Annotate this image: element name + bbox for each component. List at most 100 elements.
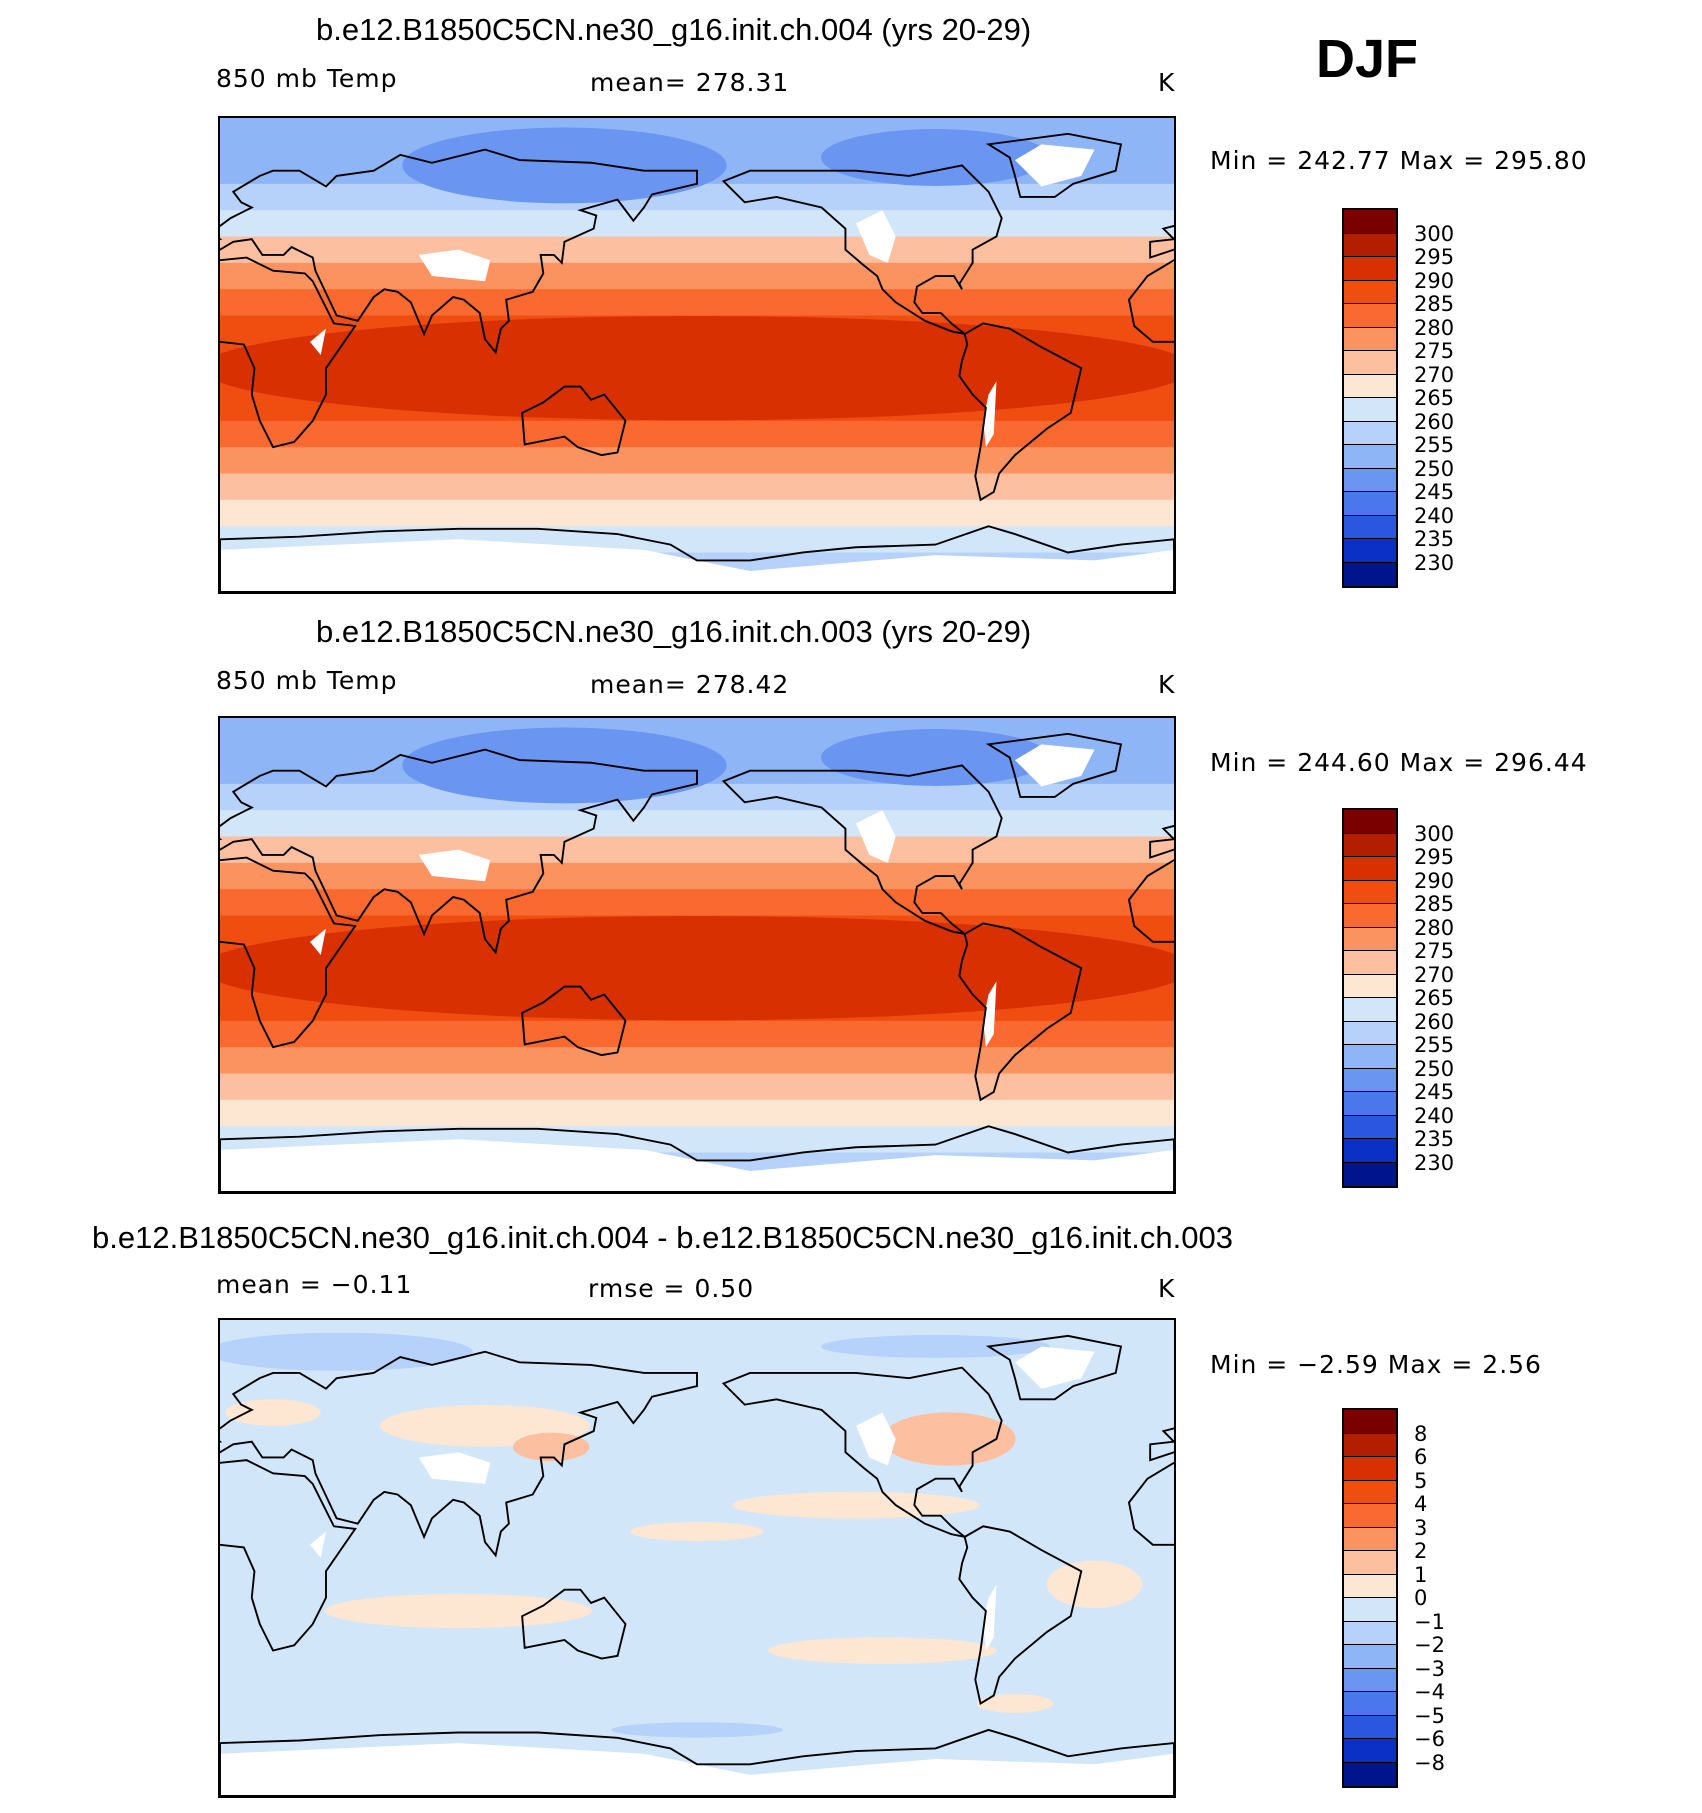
missing-data-region <box>1014 744 1095 787</box>
colorbar-swatch <box>1344 1598 1396 1622</box>
variable-label: 850 mb Temp <box>216 666 398 695</box>
coastline-namerica <box>721 764 1003 935</box>
colorbar-swatch <box>1344 304 1396 328</box>
tropical-warm-region <box>220 916 1174 1021</box>
min-max-label: Min = 244.60 Max = 296.44 <box>1210 748 1588 777</box>
colorbar-swatch <box>1344 1504 1396 1528</box>
coastline-australia <box>521 985 627 1057</box>
temperature-band <box>220 836 1174 864</box>
colorbar <box>1342 808 1398 1188</box>
colorbar-swatch <box>1344 398 1396 422</box>
panel-title: b.e12.B1850C5CN.ne30_g16.init.ch.004 (yr… <box>316 12 1032 47</box>
colorbar-swatch <box>1344 468 1396 492</box>
difference-patch <box>768 1637 997 1664</box>
colorbar-swatch <box>1344 1739 1396 1763</box>
colorbar-swatch <box>1344 833 1396 857</box>
mean-label: mean= 278.31 <box>590 68 790 97</box>
colorbar-tick-label: 0 <box>1414 1586 1428 1610</box>
arctic-cold-region <box>402 727 727 804</box>
difference-patch <box>225 1399 321 1426</box>
colorbar-tick-label: 265 <box>1414 386 1455 410</box>
mean-label: mean = −0.11 <box>216 1270 413 1299</box>
map-panel <box>218 716 1176 1194</box>
coastline-antarctica <box>220 1728 1174 1796</box>
colorbar-swatch <box>1344 492 1396 516</box>
missing-data-region <box>856 210 896 263</box>
colorbar-swatch <box>1344 1045 1396 1069</box>
difference-patch <box>324 1593 593 1629</box>
colorbar-swatch <box>1344 1433 1396 1457</box>
colorbar-tick-label: 230 <box>1414 1150 1455 1175</box>
coastline-greenland <box>985 1334 1123 1401</box>
map-plot <box>220 718 1174 1192</box>
missing-data-region <box>983 381 997 448</box>
colorbar-swatch <box>1344 1574 1396 1598</box>
colorbar-tick-label: 275 <box>1414 339 1455 363</box>
missing-data-region <box>220 1743 1174 1796</box>
colorbar-tick-label: 290 <box>1414 868 1455 893</box>
temperature-band <box>220 420 1174 448</box>
colorbar-tick-label: 300 <box>1414 821 1455 846</box>
colorbar-swatch <box>1344 1480 1396 1504</box>
missing-data-region <box>856 1412 896 1466</box>
missing-data-region <box>220 1139 1174 1192</box>
rmse-label: rmse = 0.50 <box>588 1274 755 1303</box>
colorbar-swatch <box>1344 1668 1396 1692</box>
coastline-greenland <box>985 132 1123 198</box>
colorbar-tick-label: 255 <box>1414 433 1455 457</box>
colorbar-tick-label: −6 <box>1414 1727 1445 1751</box>
colorbar-swatch <box>1344 998 1396 1022</box>
coastline-africa <box>220 1459 357 1652</box>
temperature-band <box>220 1047 1174 1074</box>
colorbar-swatch <box>1344 1139 1396 1163</box>
colorbar-tick-label: 5 <box>1414 1468 1428 1493</box>
min-max-label: Min = 242.77 Max = 295.80 <box>1210 146 1588 175</box>
tropical-warm-region <box>220 316 1174 421</box>
difference-patch <box>513 1432 590 1462</box>
colorbar-tick-label: 235 <box>1414 527 1455 551</box>
missing-data-region <box>1014 144 1095 187</box>
colorbar-swatch <box>1344 1527 1396 1551</box>
map-panel <box>218 116 1176 594</box>
colorbar-tick-label: −4 <box>1414 1680 1445 1704</box>
colorbar-tick-label: 295 <box>1414 845 1455 869</box>
colorbar-swatch <box>1344 539 1396 563</box>
colorbar-tick-label: 245 <box>1414 480 1455 504</box>
colorbar-tick-label: 300 <box>1414 221 1455 246</box>
colorbar-tick-label: 260 <box>1414 409 1455 434</box>
coastline-samerica <box>958 922 1083 1102</box>
colorbar-swatch <box>1344 951 1396 975</box>
colorbar-tick-label: 240 <box>1414 503 1455 528</box>
temperature-band <box>220 210 1174 237</box>
colorbar-swatch <box>1344 374 1396 398</box>
temperature-band <box>220 1073 1174 1101</box>
coastline-namerica <box>721 1366 1003 1538</box>
colorbar-swatch <box>1344 1457 1396 1481</box>
colorbar-swatch <box>1344 1715 1396 1739</box>
colorbar-tick-label: −5 <box>1414 1703 1445 1728</box>
missing-data-region <box>310 1531 326 1558</box>
coastline-eurasia <box>220 1350 698 1558</box>
colorbar <box>1342 208 1398 588</box>
coastline-eurasia <box>220 148 698 355</box>
colorbar-tick-label: 265 <box>1414 986 1455 1010</box>
units-label: K <box>1158 68 1176 97</box>
arctic-cold-region <box>402 127 727 204</box>
colorbar-swatch <box>1344 327 1396 351</box>
colorbar-swatch <box>1344 515 1396 539</box>
colorbar-swatch <box>1344 1162 1396 1186</box>
colorbar-swatch <box>1344 1068 1396 1092</box>
colorbar-tick-label: 6 <box>1414 1445 1428 1469</box>
colorbar-swatch <box>1344 927 1396 951</box>
coastline-antarctica <box>220 525 1174 592</box>
colorbar-tick-label: 4 <box>1414 1492 1428 1516</box>
colorbar-swatch <box>1344 280 1396 304</box>
colorbar-tick-label: 280 <box>1414 915 1455 940</box>
coastline-antarctica <box>220 1125 1174 1192</box>
map-panel <box>218 1318 1176 1798</box>
difference-patch <box>881 1412 1016 1466</box>
temperature-band <box>220 262 1174 290</box>
colorbar-tick-label: 250 <box>1414 456 1455 481</box>
difference-cool-patch <box>220 1332 473 1371</box>
